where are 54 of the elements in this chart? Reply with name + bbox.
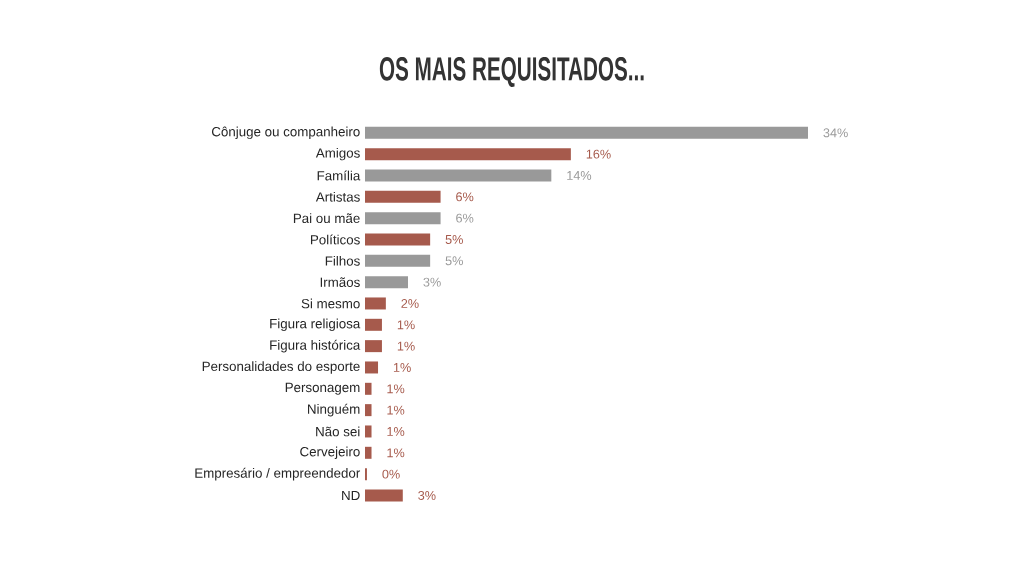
bar	[365, 126, 809, 139]
chart-title: OS MAIS REQUISITADOS...	[379, 57, 644, 87]
data-label: 3%	[423, 277, 441, 287]
data-label: 1%	[387, 384, 405, 394]
bar	[365, 254, 431, 267]
y-tick-label: Artistas	[315, 191, 360, 202]
data-label: 6%	[456, 192, 474, 202]
y-tick-label: Empresário / empreendedor	[195, 467, 361, 481]
data-label: 0%	[382, 469, 400, 479]
bar	[365, 489, 403, 502]
data-label: 1%	[387, 427, 405, 436]
y-tick-label: Cervejeiro	[300, 446, 360, 460]
data-label: 14%	[567, 171, 592, 180]
data-label: 6%	[456, 213, 474, 223]
bar	[365, 276, 408, 289]
y-tick-label: Figura religiosa	[270, 318, 361, 332]
data-label: 5%	[445, 235, 463, 244]
y-tick-label: Ninguém	[308, 403, 360, 417]
bar	[365, 169, 552, 182]
y-tick-label: Cônjuge ou companheiro	[211, 126, 360, 140]
bar	[365, 233, 431, 246]
bar	[365, 297, 386, 310]
y-tick-label: Personalidades do esporte	[202, 361, 360, 374]
data-label: 1%	[393, 363, 411, 372]
data-label: 1%	[397, 341, 415, 351]
y-tick-label: ND	[342, 490, 360, 501]
y-tick-label: Amigos	[315, 147, 360, 161]
y-tick-label: Filhos	[325, 255, 360, 266]
data-label: 16%	[586, 149, 611, 159]
y-tick-label: Si mesmo	[301, 298, 360, 309]
data-label: 1%	[387, 448, 405, 458]
bar	[365, 212, 441, 225]
y-tick-label: Personagem	[285, 382, 360, 395]
bar	[365, 382, 372, 395]
y-tick-label: Não sei	[316, 426, 360, 437]
bar	[365, 148, 571, 161]
data-label: 5%	[445, 256, 463, 266]
y-tick-label: Políticos	[310, 234, 360, 245]
bar	[365, 190, 441, 203]
data-label: 1%	[387, 405, 405, 415]
bar	[365, 446, 372, 459]
y-tick-label: Figura histórica	[270, 339, 361, 353]
bar	[365, 404, 372, 417]
bar	[365, 425, 372, 438]
data-label: 1%	[397, 320, 415, 330]
bar	[365, 340, 382, 353]
bar	[365, 361, 379, 374]
data-label: 34%	[823, 128, 848, 138]
y-tick-label: Família	[317, 170, 361, 181]
y-tick-label: Irmãos	[320, 277, 360, 287]
data-label: 2%	[401, 299, 419, 308]
y-tick-label: Pai ou mãe	[293, 213, 360, 224]
bar	[365, 318, 382, 331]
data-label: 3%	[418, 490, 436, 500]
